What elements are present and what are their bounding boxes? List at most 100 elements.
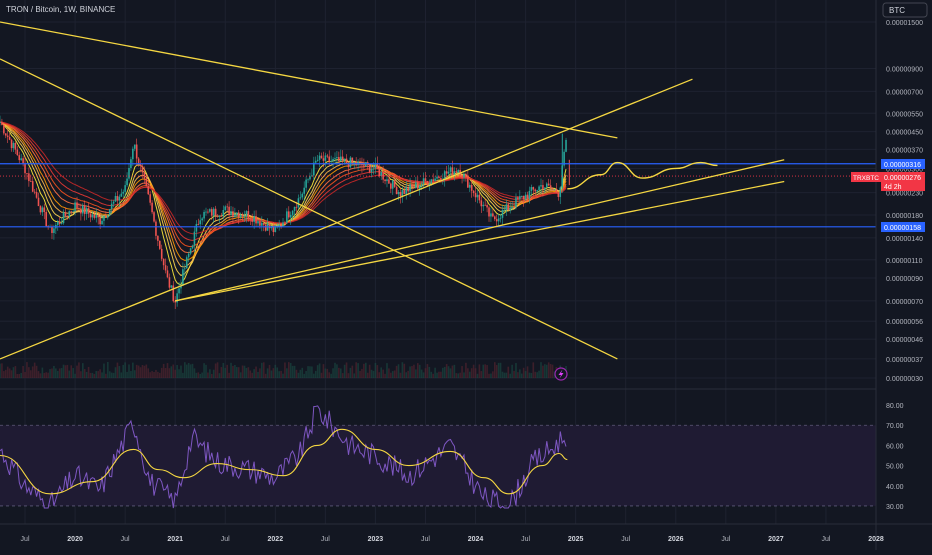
- projection-path[interactable]: [567, 161, 718, 190]
- candle-body: [411, 184, 413, 187]
- volume-bar: [51, 368, 53, 378]
- time-axis[interactable]: Jul 2020 Jul 2021 Jul 2022 Jul 2023 Jul 2024 Jul 20…: [21, 536, 884, 543]
- volume-bar: [157, 371, 159, 378]
- candle-body: [436, 176, 438, 179]
- candle-body: [353, 161, 356, 163]
- volume-bar: [276, 367, 279, 378]
- candle-body: [116, 195, 119, 201]
- trendline[interactable]: [0, 78, 693, 360]
- volume-bar: [338, 367, 340, 378]
- candle-body: [345, 158, 348, 163]
- candle-body: [149, 194, 151, 203]
- candle-body: [166, 270, 169, 278]
- candle-body: [37, 197, 40, 207]
- candle-body: [384, 179, 386, 182]
- volume-bar: [1, 363, 3, 378]
- last-price-text: 0.00000276: [884, 175, 921, 182]
- volume-bar: [318, 363, 321, 378]
- trendline[interactable]: [175, 180, 785, 302]
- candle-body: [33, 191, 36, 193]
- candle-body: [184, 268, 186, 270]
- candle-body: [62, 212, 65, 224]
- volume-bar: [438, 371, 440, 378]
- volume-bar: [210, 373, 213, 378]
- candle-body: [447, 171, 450, 174]
- candle-body: [388, 179, 390, 184]
- volume-bar: [528, 372, 531, 378]
- volume-bar: [459, 372, 461, 378]
- candle-body: [216, 215, 219, 217]
- candle-body: [495, 219, 498, 222]
- candle-body: [553, 189, 556, 191]
- candle-body: [193, 231, 196, 246]
- trendline[interactable]: [0, 58, 618, 360]
- candle-body: [164, 265, 167, 271]
- volume-bar: [145, 364, 148, 378]
- volume-bar: [339, 368, 342, 378]
- candle-body: [139, 164, 142, 167]
- candle-body: [45, 211, 48, 227]
- candle-body: [524, 194, 527, 200]
- volume-bar: [56, 370, 59, 378]
- candle-body: [295, 206, 298, 208]
- volume-bar: [39, 373, 42, 378]
- rsi-tick-label: 50.00: [886, 464, 904, 471]
- volume-bar: [507, 366, 510, 378]
- volume-bar: [490, 373, 492, 378]
- horizontal-levels[interactable]: [0, 163, 876, 228]
- candle-body: [66, 216, 69, 217]
- candle-body: [424, 178, 427, 181]
- candle-body: [76, 202, 78, 209]
- volume-bar: [447, 366, 450, 378]
- rsi-ma-line: [0, 428, 568, 495]
- volume-bar: [328, 372, 331, 378]
- price-tick-label: 0.00000030: [886, 376, 923, 383]
- candle-body: [0, 122, 1, 123]
- volume-bar: [116, 362, 119, 378]
- candle-body: [420, 184, 423, 186]
- volume-bar: [132, 362, 134, 378]
- candle-body: [105, 215, 107, 218]
- volume-bar: [174, 369, 176, 378]
- volume-bar: [467, 368, 469, 378]
- candle-body: [287, 211, 290, 218]
- volume-bar: [182, 372, 184, 378]
- volume-bar: [170, 366, 173, 378]
- candle-body: [368, 164, 371, 173]
- volume-bar: [203, 363, 205, 378]
- price-tick-label: 0.00000370: [886, 147, 923, 154]
- volume-bar: [245, 367, 248, 378]
- price-axis[interactable]: 0.00001500 0.00000900 0.00000700 0.00000550…: [886, 20, 923, 383]
- trendline[interactable]: [0, 21, 618, 139]
- time-tick-label: 2023: [368, 536, 384, 543]
- volume-bar: [178, 369, 180, 378]
- lightning-icon[interactable]: [554, 367, 568, 381]
- volume-bar: [463, 372, 465, 378]
- candle-body: [488, 207, 490, 217]
- candle-body: [162, 258, 165, 266]
- candle-body: [210, 209, 213, 216]
- trendline[interactable]: [175, 159, 785, 302]
- volume-bar: [509, 373, 511, 378]
- candle-body: [324, 155, 327, 161]
- rsi-axis[interactable]: 80.00 70.00 60.00 50.00 40.00 30.00: [886, 403, 904, 511]
- volume-bar: [74, 373, 76, 378]
- volume-bar: [255, 366, 257, 378]
- candle-body: [108, 209, 111, 216]
- volume-bar: [301, 367, 304, 378]
- volume-bar: [230, 362, 232, 378]
- volume-bar: [24, 371, 26, 378]
- price-tick-label: 0.00000230: [886, 191, 923, 198]
- volume-bar: [205, 364, 207, 378]
- volume-bar: [201, 372, 203, 378]
- candle-body: [405, 187, 408, 194]
- volume-bar: [505, 372, 508, 378]
- trendlines[interactable]: [0, 21, 785, 360]
- candle-body: [301, 193, 304, 198]
- candle-body: [153, 212, 155, 222]
- volume-bar: [180, 365, 182, 378]
- candle-body: [299, 197, 302, 199]
- currency-button[interactable]: BTC: [882, 2, 928, 18]
